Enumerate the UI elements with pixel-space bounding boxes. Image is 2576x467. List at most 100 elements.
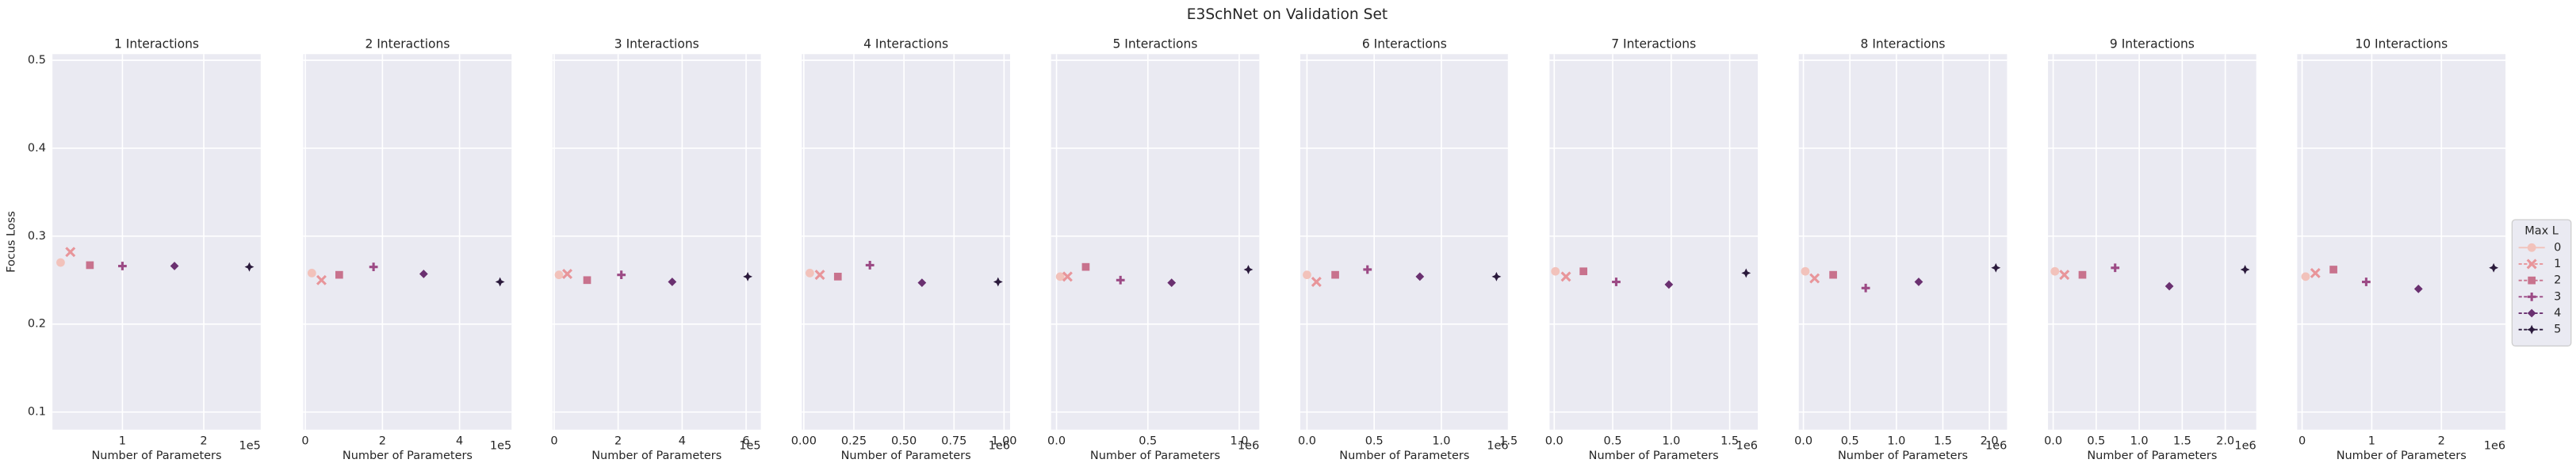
x-offset-label: 1e6	[2484, 440, 2505, 453]
chart-title: E3SchNet on Validation Set	[1187, 6, 1388, 23]
legend-label: 2	[2554, 274, 2561, 287]
x-tick-label: 0.0	[1047, 434, 1066, 447]
plot-background	[1300, 54, 1509, 430]
x-tick-label: 1.0	[1230, 434, 1248, 447]
marker	[1579, 267, 1587, 276]
x-axis-label: Number of Parameters	[591, 450, 722, 462]
marker	[2301, 272, 2310, 281]
panel-title: 4 Interactions	[863, 36, 948, 51]
marker	[2310, 267, 2321, 278]
marker	[2528, 276, 2536, 285]
y-tick-label: 0.1	[28, 406, 46, 419]
marker	[865, 261, 875, 270]
x-axis-label: Number of Parameters	[91, 450, 221, 462]
x-axis-label: Number of Parameters	[1090, 450, 1220, 462]
x-tick-label: 2.0	[1981, 434, 1999, 447]
plot-background	[1051, 54, 1260, 430]
x-tick-label: 2	[200, 434, 207, 447]
marker	[743, 271, 752, 281]
panel-title: 3 Interactions	[614, 36, 699, 51]
x-tick-label: 2	[379, 434, 386, 447]
x-tick-label: 4	[679, 434, 686, 447]
legend-label: 1	[2554, 258, 2561, 270]
marker	[1991, 262, 2001, 273]
marker	[1801, 266, 1810, 276]
panel-title: 1 Interactions	[114, 36, 199, 51]
x-tick-label: 0.5	[1139, 434, 1157, 447]
marker	[118, 262, 127, 270]
marker	[244, 262, 255, 272]
marker	[806, 269, 814, 278]
marker	[495, 277, 505, 287]
x-tick-label: 0.25	[841, 434, 867, 447]
marker	[2526, 258, 2537, 270]
marker	[1829, 270, 1837, 279]
marker	[2527, 243, 2536, 252]
plot-background	[1549, 54, 1759, 430]
plot-background	[1798, 54, 2008, 430]
x-tick-label: 1.00	[991, 434, 1016, 447]
marker	[1116, 275, 1125, 285]
marker	[617, 270, 626, 280]
x-tick-label: 0	[301, 434, 308, 447]
marker	[1363, 265, 1372, 274]
x-tick-label: 0	[2298, 434, 2306, 447]
x-tick-label: 0.0	[1794, 434, 1812, 447]
x-tick-label: 1	[119, 434, 126, 447]
marker	[993, 277, 1003, 287]
marker	[2050, 266, 2060, 276]
panel-title: 9 Interactions	[2110, 36, 2195, 51]
marker	[1303, 270, 1311, 280]
marker	[833, 273, 842, 281]
x-tick-label: 1.0	[1432, 434, 1450, 447]
legend-label: 4	[2554, 307, 2561, 320]
x-tick-label: 2	[2438, 434, 2445, 447]
x-tick-label: 0.5	[2087, 434, 2105, 447]
marker	[316, 274, 327, 285]
x-axis-label: Number of Parameters	[2337, 450, 2467, 462]
x-tick-label: 1.5	[1934, 434, 1952, 447]
plot-background	[303, 54, 512, 430]
y-tick-label: 0.3	[28, 230, 46, 243]
marker	[1331, 270, 1339, 279]
legend-box	[2511, 219, 2572, 346]
plot-background	[802, 54, 1010, 430]
x-tick-label: 0.5	[1604, 434, 1622, 447]
x-tick-label: 0.5	[1365, 434, 1384, 447]
marker	[2111, 263, 2120, 273]
marker	[2329, 266, 2337, 274]
x-tick-label: 0.0	[2044, 434, 2062, 447]
x-tick-label: 2	[614, 434, 622, 447]
x-offset-label: 1e6	[2234, 440, 2256, 453]
panel-title: 8 Interactions	[1861, 36, 1946, 51]
x-axis-label: Number of Parameters	[1838, 450, 1968, 462]
legend-label: 3	[2554, 290, 2561, 303]
x-offset-label: 1e6	[1985, 440, 2007, 453]
marker	[1560, 271, 1571, 282]
x-offset-label: 1e5	[490, 440, 511, 453]
marker	[583, 276, 591, 285]
marker	[2527, 324, 2537, 335]
legend-label: 5	[2554, 323, 2561, 336]
x-tick-label: 1.0	[1662, 434, 1680, 447]
y-tick-label: 0.5	[28, 54, 46, 67]
marker	[2413, 285, 2423, 293]
legend: Max L 0 1 2 3 4 5	[2511, 219, 2572, 346]
x-tick-label: 1.0	[2130, 434, 2149, 447]
panel-title: 5 Interactions	[1112, 36, 1197, 51]
x-tick-label: 0.0	[1298, 434, 1316, 447]
marker	[369, 262, 378, 272]
x-axis-label: Number of Parameters	[1589, 450, 1719, 462]
plot-background	[2048, 54, 2256, 430]
legend-label: 0	[2554, 241, 2561, 254]
x-tick-label: 0.50	[891, 434, 917, 447]
x-tick-label: 0	[550, 434, 557, 447]
x-tick-label: 1.5	[1499, 434, 1518, 447]
plot-background	[52, 54, 261, 430]
y-tick-label: 0.4	[28, 142, 46, 155]
x-offset-label: 1e6	[1238, 440, 1259, 453]
x-offset-label: 1e5	[239, 440, 261, 453]
panel-title: 7 Interactions	[1611, 36, 1696, 51]
x-tick-label: 0.0	[1545, 434, 1564, 447]
